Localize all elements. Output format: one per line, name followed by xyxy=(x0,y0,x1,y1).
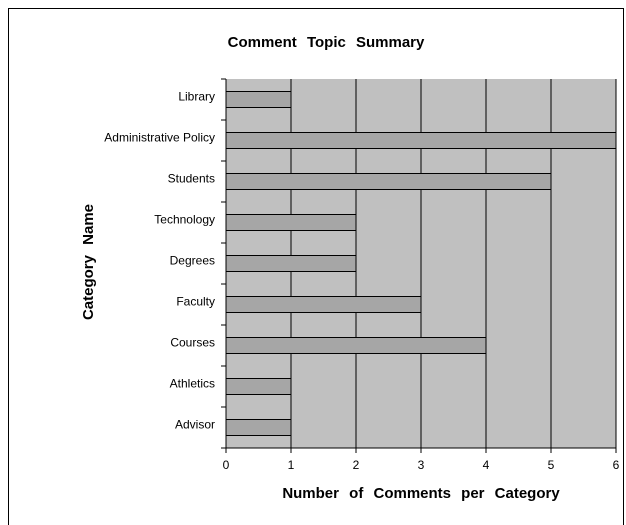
x-tick-label: 1 xyxy=(288,458,295,472)
y-tick-label: Library xyxy=(178,90,215,104)
x-tick-label: 4 xyxy=(483,458,490,472)
bar xyxy=(225,419,292,436)
y-tick-label: Students xyxy=(168,172,215,186)
x-tick-label: 6 xyxy=(613,458,620,472)
bar xyxy=(225,378,292,395)
y-tick-label: Degrees xyxy=(170,254,215,268)
x-tick-label: 3 xyxy=(418,458,425,472)
bar xyxy=(225,337,487,354)
bar xyxy=(225,296,422,313)
bar xyxy=(225,255,357,272)
y-tick-label: Courses xyxy=(170,336,215,350)
y-tick-label: Advisor xyxy=(175,418,215,432)
bar xyxy=(225,91,292,108)
y-tick-label: Athletics xyxy=(170,377,215,391)
bar xyxy=(225,173,552,190)
bar xyxy=(225,132,617,149)
chart-title: Comment Topic Summary xyxy=(228,34,425,51)
x-tick-label: 5 xyxy=(548,458,555,472)
x-tick-label: 0 xyxy=(223,458,230,472)
x-tick-label: 2 xyxy=(353,458,360,472)
y-tick-label: Administrative Policy xyxy=(104,131,215,145)
y-tick-label: Faculty xyxy=(176,295,215,309)
x-axis-label: Number of Comments per Category xyxy=(282,485,560,502)
y-tick-label: Technology xyxy=(154,213,215,227)
y-axis-label: Category Name xyxy=(80,204,97,320)
bar xyxy=(225,214,357,231)
